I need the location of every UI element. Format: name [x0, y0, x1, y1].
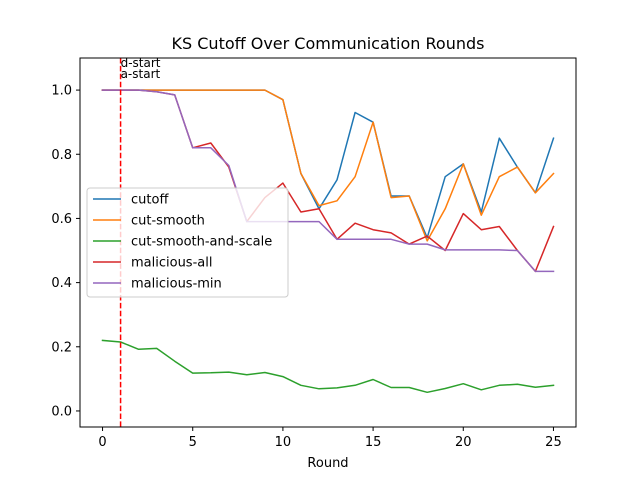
y-tick-label: 1.0 — [51, 84, 72, 99]
x-tick-label: 20 — [455, 435, 472, 450]
annotation-d-start: d-start — [121, 56, 161, 70]
series-line-cut-smooth — [101, 89, 555, 242]
y-tick-label: 0.0 — [51, 404, 72, 419]
legend-label-malicious-all: malicious-all — [131, 256, 212, 271]
legend-label-malicious-min: malicious-min — [131, 277, 222, 292]
y-tick-label: 0.2 — [51, 340, 72, 355]
plot-frame — [79, 57, 577, 428]
legend-label-cut-smooth: cut-smooth — [131, 214, 205, 229]
x-axis-title: Round — [307, 456, 348, 471]
annotation-a-start: a-start — [121, 67, 161, 81]
legend-label-cutoff: cutoff — [131, 193, 169, 208]
x-tick-label: 25 — [545, 435, 562, 450]
y-tick-label: 0.6 — [51, 212, 72, 227]
y-tick-label: 0.4 — [51, 276, 72, 291]
y-axis: 0.0 0.2 0.4 0.6 0.8 1.0 — [51, 84, 80, 419]
series-line-cut-smooth-and-scale — [101, 339, 555, 394]
chart-title: KS Cutoff Over Communication Rounds — [172, 34, 485, 53]
legend-label-cut-smooth-and-scale: cut-smooth-and-scale — [131, 235, 272, 250]
y-tick-label: 0.8 — [51, 148, 72, 163]
x-tick-label: 15 — [365, 435, 382, 450]
x-tick-label: 0 — [98, 435, 106, 450]
legend: cutoff cut-smooth cut-smooth-and-scale mali… — [86, 187, 289, 298]
series-line-malicious-min — [101, 89, 555, 273]
x-axis: 0 5 10 15 20 25 — [98, 427, 562, 450]
x-tick-label: 5 — [189, 435, 197, 450]
x-tick-label: 10 — [275, 435, 292, 450]
legend-box — [86, 187, 289, 298]
